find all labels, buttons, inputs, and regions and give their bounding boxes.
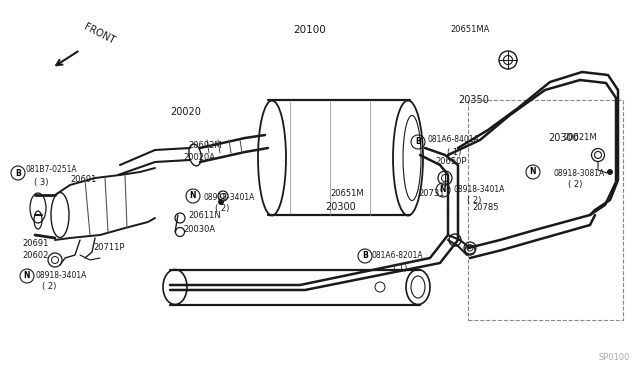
Text: 081A6-8401A: 081A6-8401A xyxy=(427,135,479,144)
Text: N: N xyxy=(24,272,30,280)
Text: 20030A: 20030A xyxy=(183,224,215,234)
Text: 20691: 20691 xyxy=(22,238,49,247)
Text: 20350: 20350 xyxy=(458,95,489,105)
Text: 20300: 20300 xyxy=(548,133,579,143)
Circle shape xyxy=(375,282,385,292)
Text: 20691: 20691 xyxy=(70,174,97,183)
Text: SP0100: SP0100 xyxy=(598,353,630,362)
Text: 20100: 20100 xyxy=(294,25,326,35)
Text: B: B xyxy=(415,138,421,147)
Text: ( 2): ( 2) xyxy=(42,282,56,292)
Text: 08918-3401A: 08918-3401A xyxy=(453,185,504,193)
Text: ( 1): ( 1) xyxy=(393,263,408,273)
Text: N: N xyxy=(189,192,196,201)
Text: 20020A: 20020A xyxy=(183,154,215,163)
Text: B: B xyxy=(15,169,21,177)
Text: 20651M: 20651M xyxy=(330,189,364,198)
Text: ( 2): ( 2) xyxy=(467,196,481,205)
Text: 20711P: 20711P xyxy=(93,244,125,253)
Text: 20650P: 20650P xyxy=(435,157,467,167)
Bar xyxy=(468,100,623,320)
Text: 20731: 20731 xyxy=(418,189,445,199)
Text: FRONT: FRONT xyxy=(82,22,116,46)
Text: B: B xyxy=(362,251,368,260)
Text: 20785: 20785 xyxy=(472,202,499,212)
Circle shape xyxy=(218,199,224,205)
Text: 20651MA: 20651MA xyxy=(450,26,490,35)
Text: 081A6-8201A: 081A6-8201A xyxy=(372,251,424,260)
Text: 20020: 20020 xyxy=(170,107,201,117)
Text: 20611N: 20611N xyxy=(188,212,221,221)
Circle shape xyxy=(607,169,613,175)
Text: N: N xyxy=(530,167,536,176)
Text: N: N xyxy=(440,186,446,195)
Text: 08918-3401A: 08918-3401A xyxy=(35,270,86,279)
Text: 20602: 20602 xyxy=(22,251,49,260)
Text: 081B7-0251A: 081B7-0251A xyxy=(26,166,77,174)
Text: ( 2): ( 2) xyxy=(568,180,582,189)
Text: ( 3): ( 3) xyxy=(34,179,49,187)
Text: 20621M: 20621M xyxy=(563,132,596,141)
Text: ( 1): ( 1) xyxy=(447,148,461,157)
Text: ( 2): ( 2) xyxy=(215,205,229,214)
Text: 08918-3401A: 08918-3401A xyxy=(203,192,254,202)
Text: 20692M: 20692M xyxy=(188,141,221,150)
Text: 20300: 20300 xyxy=(325,202,356,212)
Text: 08918-3081A: 08918-3081A xyxy=(554,169,605,177)
